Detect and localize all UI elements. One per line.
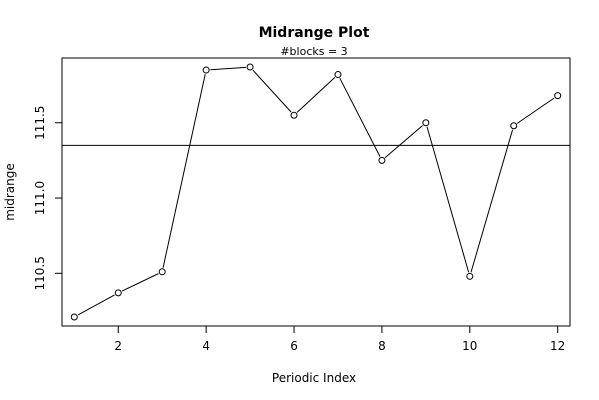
data-point	[290, 111, 298, 119]
data-point	[158, 268, 166, 276]
data-point	[202, 66, 210, 74]
series-line	[70, 63, 562, 321]
data-point	[466, 272, 474, 280]
data-point	[378, 156, 386, 164]
x-tick-label: 2	[114, 339, 122, 353]
series-segment	[296, 77, 336, 113]
y-axis-label: midrange	[3, 163, 17, 221]
data-point	[510, 122, 518, 130]
chart-subtitle: #blocks = 3	[280, 45, 347, 58]
y-tick-label: 111.0	[33, 181, 47, 215]
x-axis: 2 4 6 8 10 12	[114, 326, 565, 353]
chart-title: Midrange Plot	[259, 25, 370, 41]
series-segment	[121, 273, 159, 292]
series-segment	[384, 125, 423, 159]
x-tick-label: 4	[202, 339, 210, 353]
x-tick-label: 10	[462, 339, 477, 353]
series-segment	[162, 74, 206, 268]
y-tick-label: 111.5	[33, 106, 47, 140]
x-tick-label: 12	[550, 339, 565, 353]
data-point	[334, 71, 342, 79]
data-point	[422, 119, 430, 127]
data-point	[114, 289, 122, 297]
data-point	[246, 63, 254, 71]
series-segment	[426, 126, 470, 273]
series-segment	[516, 97, 555, 124]
series-segment	[470, 129, 514, 273]
series-segment	[210, 66, 246, 71]
x-tick-label: 8	[378, 339, 386, 353]
series-segment	[339, 78, 381, 157]
series-segment	[77, 294, 115, 316]
data-point	[70, 313, 78, 321]
plot-frame	[61, 57, 571, 327]
y-axis: 110.5 111.0 111.5	[33, 106, 62, 290]
data-point	[554, 92, 562, 100]
x-axis-label: Periodic Index	[272, 371, 356, 385]
x-tick-label: 6	[290, 339, 298, 353]
series-segment	[252, 69, 292, 113]
y-tick-label: 110.5	[33, 256, 47, 290]
